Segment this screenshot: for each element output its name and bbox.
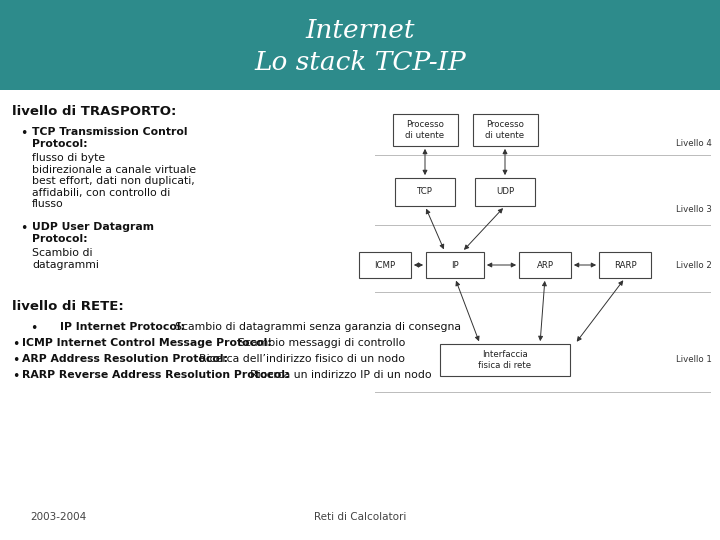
Text: Lo stack TCP-IP: Lo stack TCP-IP (254, 50, 466, 75)
Text: Reti di Calcolatori: Reti di Calcolatori (314, 512, 406, 522)
Text: Internet: Internet (305, 17, 415, 43)
Text: Ricerca un indirizzo IP di un nodo: Ricerca un indirizzo IP di un nodo (250, 370, 431, 380)
Text: •: • (12, 338, 19, 351)
Text: Livello 1: Livello 1 (676, 355, 712, 364)
Text: RARP: RARP (613, 260, 636, 269)
Text: TCP: TCP (417, 187, 433, 197)
Text: 2003-2004: 2003-2004 (30, 512, 86, 522)
Text: Processo
di utente: Processo di utente (405, 120, 444, 140)
Bar (599, 252, 651, 278)
Text: •: • (30, 322, 37, 335)
Text: Interfaccia
fisica di rete: Interfaccia fisica di rete (478, 350, 531, 370)
Text: UDP User Datagram
Protocol:: UDP User Datagram Protocol: (32, 222, 154, 244)
Text: •: • (12, 370, 19, 383)
Text: Scambio messaggi di controllo: Scambio messaggi di controllo (238, 338, 405, 348)
Bar (395, 178, 455, 206)
Text: Scambio di
datagrammi: Scambio di datagrammi (32, 248, 99, 269)
Bar (440, 344, 570, 376)
Bar (475, 178, 535, 206)
Text: livello di RETE:: livello di RETE: (12, 300, 124, 313)
Text: livello di TRASPORTO:: livello di TRASPORTO: (12, 105, 176, 118)
Bar (426, 252, 484, 278)
Text: Processo
di utente: Processo di utente (485, 120, 525, 140)
Text: TCP Transmission Control
Protocol:: TCP Transmission Control Protocol: (32, 127, 187, 148)
Bar (359, 252, 411, 278)
Text: IP Internet Protocol:: IP Internet Protocol: (60, 322, 185, 332)
Bar (519, 252, 571, 278)
Text: ARP Address Resolution Protocol:: ARP Address Resolution Protocol: (22, 354, 228, 364)
Bar (392, 114, 457, 146)
Text: ICMP Internet Control Message Protocol:: ICMP Internet Control Message Protocol: (22, 338, 271, 348)
Text: •: • (20, 222, 27, 235)
Text: Livello 3: Livello 3 (676, 206, 712, 214)
Text: IP: IP (451, 260, 459, 269)
Text: Scambio di datagrammi senza garanzia di consegna: Scambio di datagrammi senza garanzia di … (175, 322, 461, 332)
Text: RARP Reverse Address Resolution Protocol:: RARP Reverse Address Resolution Protocol… (22, 370, 289, 380)
Bar (472, 114, 538, 146)
Text: UDP: UDP (496, 187, 514, 197)
Text: Livello 4: Livello 4 (676, 138, 712, 147)
Text: ICMP: ICMP (374, 260, 395, 269)
Text: •: • (12, 354, 19, 367)
Text: ARP: ARP (536, 260, 554, 269)
Text: flusso di byte
bidirezionale a canale virtuale
best effort, dati non duplicati,
: flusso di byte bidirezionale a canale vi… (32, 153, 196, 210)
Text: Ricerca dell’indirizzo fisico di un nodo: Ricerca dell’indirizzo fisico di un nodo (199, 354, 405, 364)
Bar (0, 0, 720, 90)
Text: •: • (20, 127, 27, 140)
Text: Livello 2: Livello 2 (676, 260, 712, 269)
